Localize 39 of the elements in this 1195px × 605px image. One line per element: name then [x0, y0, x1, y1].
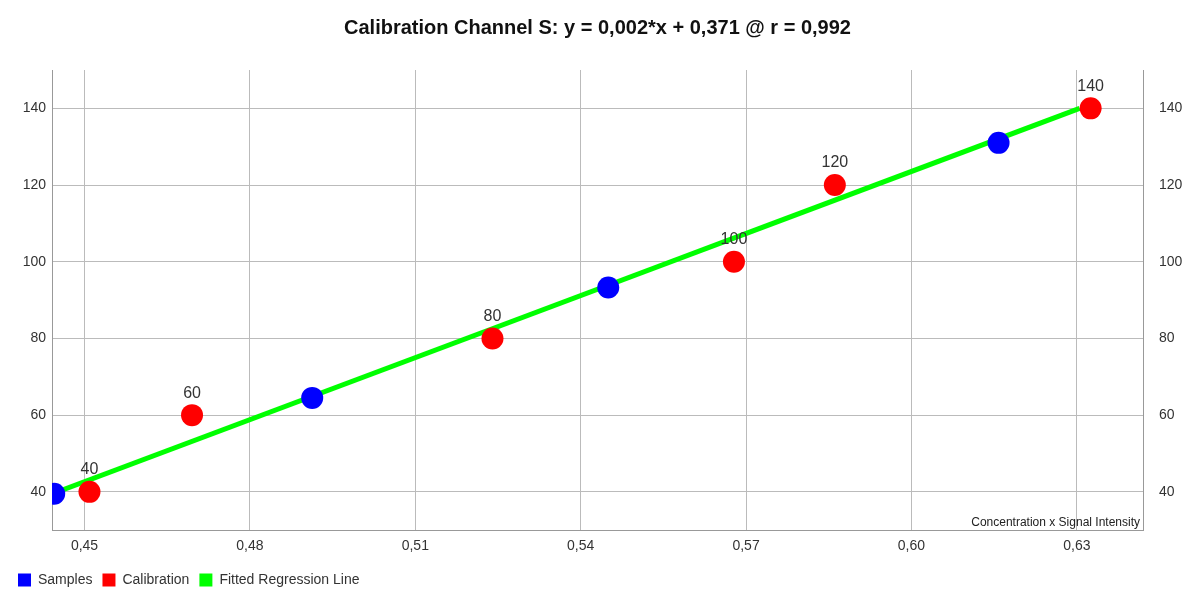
point — [722, 250, 745, 273]
x-tick-label: 0,45 — [70, 537, 99, 554]
y2-tick-label: 60 — [1159, 406, 1175, 423]
legend-label: Samples — [38, 570, 93, 587]
legend-label: Fitted Regression Line — [219, 570, 360, 587]
legend-label: Calibration — [122, 570, 190, 587]
point — [481, 327, 504, 350]
x-axis-title: Concentration x Signal Intensity — [971, 514, 1140, 529]
y2-tick-label: 40 — [1159, 482, 1175, 499]
point — [301, 386, 324, 409]
y-tick-label: 40 — [30, 482, 47, 499]
y2-tick-label: 140 — [1159, 99, 1183, 116]
y2-tick-label: 100 — [1159, 252, 1183, 269]
y2-tick-label: 80 — [1159, 329, 1175, 346]
data-label: 120 — [821, 153, 849, 171]
y-tick-label: 100 — [22, 252, 47, 269]
y-tick-label: 80 — [30, 329, 47, 346]
chart-title: Calibration Channel S: y = 0,002*x + 0,371 @ r = 0,992 — [344, 15, 851, 38]
point — [1079, 97, 1102, 120]
data-label: 60 — [183, 383, 202, 401]
x-tick-label: 0,57 — [732, 537, 760, 554]
x-tick-label: 0,48 — [236, 537, 264, 554]
data-label: 100 — [720, 230, 748, 248]
data-label: 140 — [1077, 76, 1105, 94]
x-tick-label: 0,54 — [567, 537, 595, 554]
point — [823, 174, 846, 197]
x-tick-label: 0,51 — [401, 537, 430, 554]
data-label: 40 — [80, 460, 99, 478]
y-tick-label: 140 — [22, 99, 47, 116]
point — [78, 480, 101, 503]
data-label: 80 — [483, 306, 502, 324]
x-tick-label: 0,63 — [1063, 537, 1091, 554]
y-tick-label: 60 — [30, 406, 47, 423]
point — [987, 131, 1010, 154]
x-tick-label: 0,60 — [897, 537, 926, 554]
y2-tick-label: 120 — [1159, 175, 1183, 192]
point — [181, 404, 204, 427]
point — [597, 276, 620, 299]
y-tick-label: 120 — [22, 175, 47, 192]
